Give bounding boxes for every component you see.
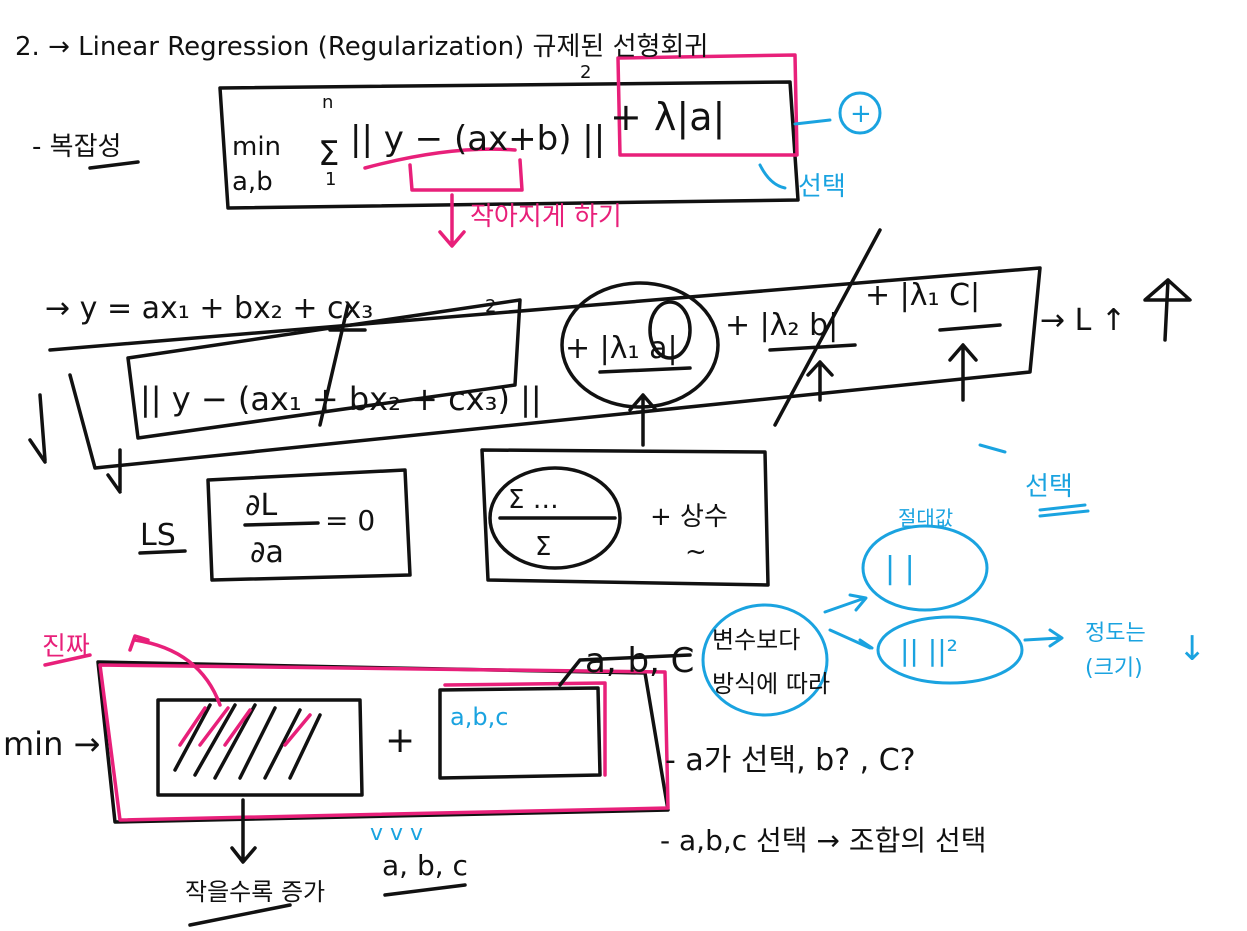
exponent: 2 — [580, 62, 591, 83]
fraction-top: Σ … — [508, 485, 559, 515]
down: ↓ — [1178, 629, 1207, 669]
decrease: 작을수록 증가 — [185, 878, 325, 906]
method-2: 방식에 따라 — [712, 670, 830, 698]
min: min → — [3, 725, 100, 763]
fraction-bottom: Σ — [535, 532, 551, 562]
note: 작아지게 하기 — [470, 202, 622, 232]
loss: || y − (ax₁ + bx₂ + cx₃) || — [140, 380, 542, 418]
result: → L ↑ — [1040, 303, 1126, 338]
derivative-bottom: ∂a — [250, 535, 284, 570]
equation: → y = ax₁ + bx₂ + cx₃ — [45, 291, 373, 326]
term-a: + |λ₁ a| — [565, 331, 678, 366]
min: min — [232, 132, 281, 162]
abc-bottom: a, b, c — [382, 849, 468, 882]
tilde: ~ — [685, 537, 707, 567]
label: - 복잡성 — [32, 132, 121, 162]
square-shape: || ||² — [900, 634, 958, 667]
sum: Σ — [318, 134, 339, 174]
derivative-top: ∂L — [245, 488, 278, 523]
method-1: 변수보다 — [712, 626, 800, 654]
select: 선택 — [1025, 472, 1073, 502]
abc-box: a,b,c — [450, 703, 508, 731]
plus: + — [385, 720, 415, 761]
ls: LS — [140, 518, 176, 553]
degree: 정도는 — [1085, 621, 1146, 646]
checks: v v v — [370, 821, 423, 846]
penalty: + λ|a| — [610, 95, 725, 140]
select: 선택 — [798, 172, 846, 202]
derivative-eq: = 0 — [325, 504, 375, 537]
term-b: + |λ₂ b| — [725, 308, 838, 343]
sum-bottom: 1 — [325, 169, 336, 190]
sum-top: n — [322, 92, 333, 113]
choice-a: - a가 선택, b? , C? — [665, 743, 916, 778]
plus-icon: + — [850, 99, 872, 129]
min-sub: a,b — [232, 167, 273, 197]
constant: + 상수 — [650, 502, 728, 532]
abs-shape: | | — [885, 551, 915, 586]
real: 진짜 — [42, 632, 90, 662]
loss: || y − (ax+b) || — [350, 119, 605, 159]
size: (크기) — [1085, 656, 1143, 681]
choice-abc: - a,b,c 선택 → 조합의 선택 — [660, 824, 987, 857]
abs-label: 절대값 — [898, 506, 953, 530]
exponent: 2 — [485, 296, 496, 317]
title: 2. → Linear Regression (Regularization) … — [15, 32, 708, 62]
term-c: + |λ₁ C| — [865, 278, 980, 313]
abc-top: a, b, C — [585, 641, 694, 681]
drawing — [28, 53, 1192, 927]
